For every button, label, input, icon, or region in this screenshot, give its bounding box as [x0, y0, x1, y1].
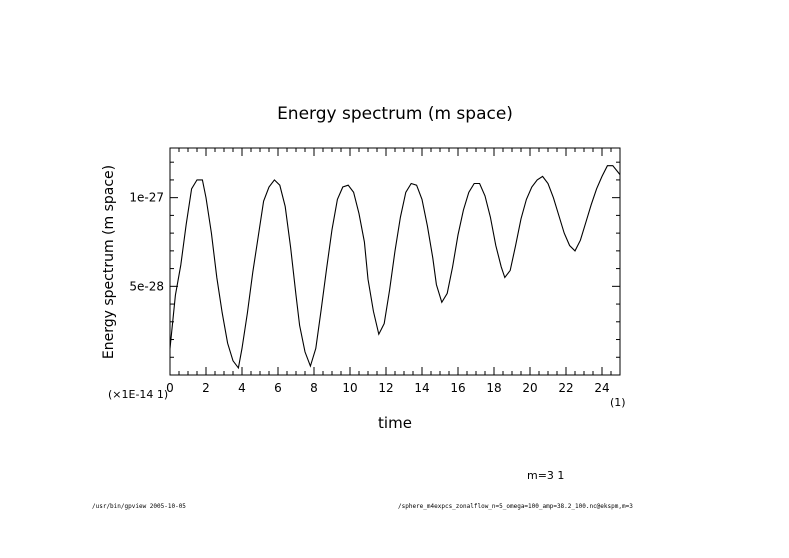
y-axis-ticks: 5e-28 1e-27: [129, 161, 620, 358]
x-tick-label: 24: [594, 381, 609, 395]
x-tick-label: 12: [378, 381, 393, 395]
x-tick-label: 0: [166, 381, 174, 395]
x-tick-label: 18: [486, 381, 501, 395]
y-axis-label: Energy spectrum (m space): [101, 165, 117, 359]
x-tick-label: 6: [274, 381, 282, 395]
x-axis-label: time: [378, 414, 412, 432]
series-line-m3: [169, 165, 621, 370]
y-scale-label: (×1E-14 1): [108, 388, 168, 401]
x-tick-label: 4: [238, 381, 246, 395]
plot-border: [169, 147, 621, 376]
x-tick-label: 8: [310, 381, 318, 395]
series-label: m=3 1: [527, 469, 564, 482]
x-scale-label: (1): [610, 396, 626, 409]
x-tick-label: 20: [522, 381, 537, 395]
x-tick-label: 2: [202, 381, 210, 395]
y-tick-label: 5e-28: [129, 279, 164, 293]
footer-left: /usr/bin/gpview 2005-10-05: [92, 503, 186, 510]
x-axis-ticks: 0 2 4 6 8 10 12 14 16 18 20 22 24: [166, 148, 621, 395]
y-tick-label: 1e-27: [129, 191, 164, 205]
x-tick-label: 10: [342, 381, 357, 395]
chart-title: Energy spectrum (m space): [277, 104, 513, 124]
footer-right: /sphere_m4expcs_zonalflow_n=5_omega=100_…: [398, 503, 633, 510]
x-tick-label: 16: [450, 381, 465, 395]
x-tick-label: 14: [414, 381, 429, 395]
x-tick-label: 22: [558, 381, 573, 395]
plot-frame: [169, 147, 621, 376]
